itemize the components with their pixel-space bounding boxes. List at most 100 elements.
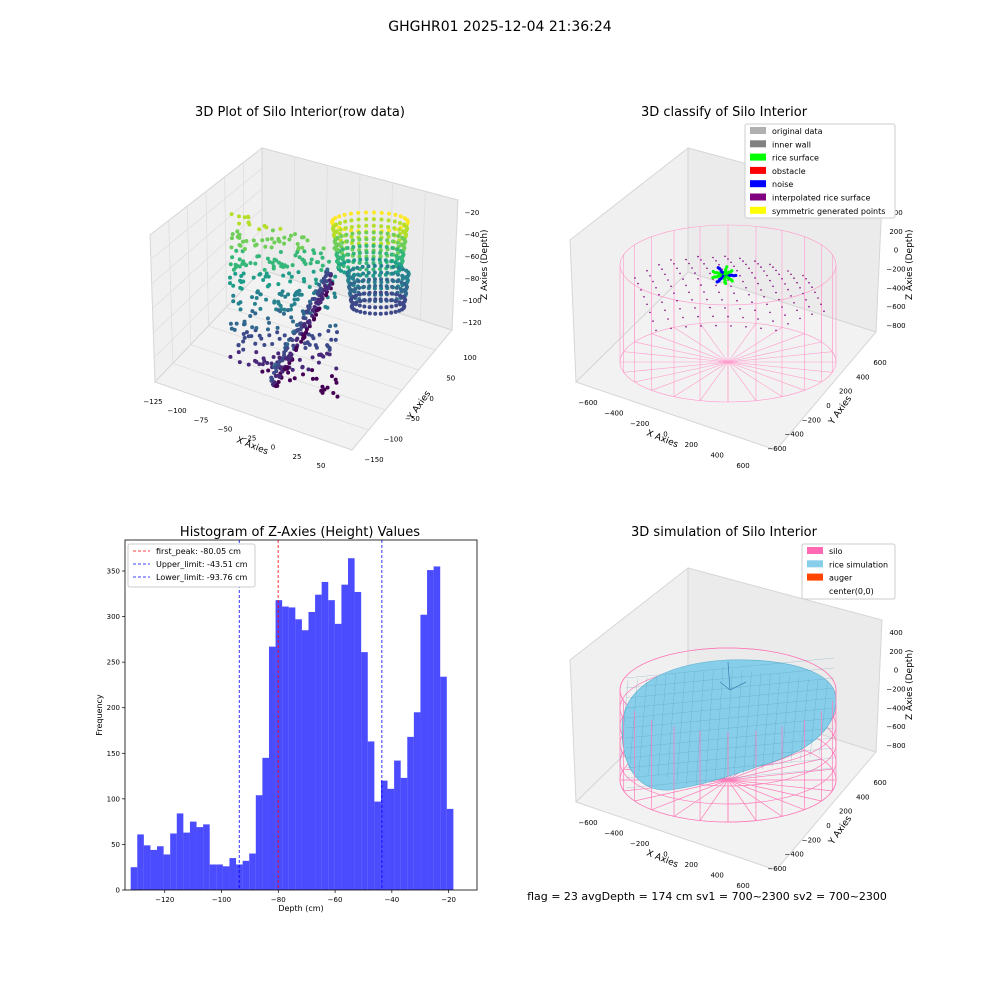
histogram-bar <box>222 866 230 890</box>
raw-x-tick: −75 <box>194 416 209 424</box>
histogram-bar <box>387 788 395 890</box>
legend-swatch <box>750 193 766 201</box>
legend-swatch <box>750 127 766 134</box>
histogram-bar <box>427 570 434 890</box>
legend-box <box>127 543 256 588</box>
footer-status: flag = 23 avgDepth = 174 cm sv1 = 700~23… <box>527 890 887 903</box>
classify-x-tick: −600 <box>578 399 597 407</box>
simulation-y-tick: 600 <box>873 779 886 787</box>
histogram-bar <box>348 558 355 890</box>
simulation-y-tick: 0 <box>826 822 830 830</box>
histogram-bar <box>209 864 217 890</box>
classify-y-ticks: −600 −400 −200 0 200 400 600 <box>767 359 886 453</box>
histogram-bar <box>446 808 454 890</box>
interpolated-points <box>634 255 825 332</box>
panel-raw-3d: 3D Plot of Silo Interior(row data) −125−… <box>143 105 490 470</box>
histogram-bar <box>301 630 309 890</box>
classify-y-tick: 400 <box>856 373 869 381</box>
raw-y-tick: −100 <box>384 436 403 444</box>
legend-label: Upper_limit: -43.51 cm <box>156 560 248 569</box>
classify-z-label: Z Axies (Depth) <box>905 229 915 300</box>
simulation-z-tick: 0 <box>894 667 898 675</box>
legend-label: symmetric generated points <box>772 207 885 216</box>
classify-z-tick: −200 <box>886 266 905 274</box>
legend-label: silo <box>829 547 843 556</box>
histogram-x-label: Depth (cm) <box>278 904 323 913</box>
histogram-bar <box>262 757 269 890</box>
raw-y-tick: 100 <box>463 354 476 362</box>
classify-x-tick: 400 <box>710 452 723 460</box>
classify-z-tick: −400 <box>886 284 905 292</box>
classify-x-tick: 200 <box>685 441 698 449</box>
legend-swatch <box>750 180 766 188</box>
classify-z-tick: 200 <box>889 228 902 236</box>
histogram-y-ticks: 0 50 100 150 200 250 300 350 <box>107 567 125 895</box>
legend-label: noise <box>772 180 793 189</box>
histogram-y-tick: 0 <box>116 887 120 895</box>
histogram-y-tick: 300 <box>107 613 120 621</box>
histogram-y-tick: 250 <box>107 659 120 667</box>
histogram-bar <box>394 760 401 890</box>
histogram-bar <box>420 614 428 890</box>
histogram-legend: first_peak: -80.05 cm Upper_limit: -43.51… <box>127 543 256 588</box>
classify-x-tick: 600 <box>736 462 749 470</box>
histogram-bar <box>334 623 342 890</box>
histogram-bars <box>130 558 454 890</box>
raw-x-tick: −100 <box>167 407 186 415</box>
legend-label: inner wall <box>772 140 811 149</box>
panel-simulation-title: 3D simulation of Silo Interior <box>631 525 818 540</box>
simulation-y-tick: 400 <box>856 793 869 801</box>
histogram-bar <box>216 864 223 890</box>
histogram-bar <box>328 600 335 890</box>
simulation-y-tick: −600 <box>767 865 786 873</box>
simulation-x-tick: −400 <box>604 830 623 838</box>
histogram-bar <box>407 736 414 890</box>
rice-surface-cluster <box>711 265 738 285</box>
classify-x-tick: 0 <box>663 431 667 439</box>
raw-z-tick: −120 <box>462 319 481 327</box>
histogram-y-tick: 350 <box>107 567 120 575</box>
legend-label: auger <box>829 574 853 583</box>
simulation-x-tick: 200 <box>685 861 698 869</box>
legend-box <box>744 123 896 219</box>
raw-z-tick: −40 <box>465 231 480 239</box>
raw-x-tick: −50 <box>218 425 233 433</box>
simulation-z-tick: 200 <box>889 648 902 656</box>
histogram-title: Histogram of Z-Axies (Height) Values <box>180 525 420 540</box>
histogram-y-tick: 100 <box>107 795 120 803</box>
classify-x-tick: −400 <box>604 410 623 418</box>
raw-x-tick: −25 <box>242 435 257 443</box>
legend-swatch <box>750 140 766 148</box>
histogram-bar <box>288 607 296 890</box>
histogram-bar <box>268 646 276 890</box>
simulation-x-tick: 400 <box>710 872 723 880</box>
classify-y-label: Y Axies <box>827 394 855 427</box>
histogram-bar <box>189 821 197 890</box>
legend-label: rice simulation <box>829 560 888 569</box>
histogram-x-tick: −60 <box>328 896 343 904</box>
simulation-z-tick: 400 <box>889 629 902 637</box>
raw-z-label: Z Axies (Depth) <box>480 229 490 300</box>
raw-x-tick: 50 <box>317 462 326 470</box>
legend-swatch <box>750 166 766 174</box>
legend-swatch <box>807 560 823 568</box>
panel-simulation-3d: 3D simulation of Silo Interior −600 −400 −… <box>569 525 915 890</box>
histogram-bar <box>150 849 158 890</box>
legend-label: center(0,0) <box>829 587 874 596</box>
panel-classify-3d: 3D classify of Silo Interior −600 −400 −20… <box>569 105 915 470</box>
simulation-z-tick: −200 <box>886 686 905 694</box>
classify-z-tick: 0 <box>894 247 898 255</box>
legend-swatch <box>750 153 766 161</box>
simulation-x-ticks: −600 −400 −200 0 200 400 600 <box>578 819 749 890</box>
histogram-bar <box>229 858 237 890</box>
histogram-y-tick: 150 <box>107 750 120 758</box>
histogram-bar <box>282 606 289 890</box>
histogram-bar <box>275 600 283 890</box>
histogram-bar <box>183 832 190 890</box>
histogram-bar <box>196 827 204 890</box>
classify-y-tick: 200 <box>839 388 852 396</box>
histogram-bar <box>361 652 368 890</box>
histogram-bar <box>295 619 302 890</box>
classify-y-tick: −200 <box>802 416 821 424</box>
histogram-bar <box>308 612 316 890</box>
